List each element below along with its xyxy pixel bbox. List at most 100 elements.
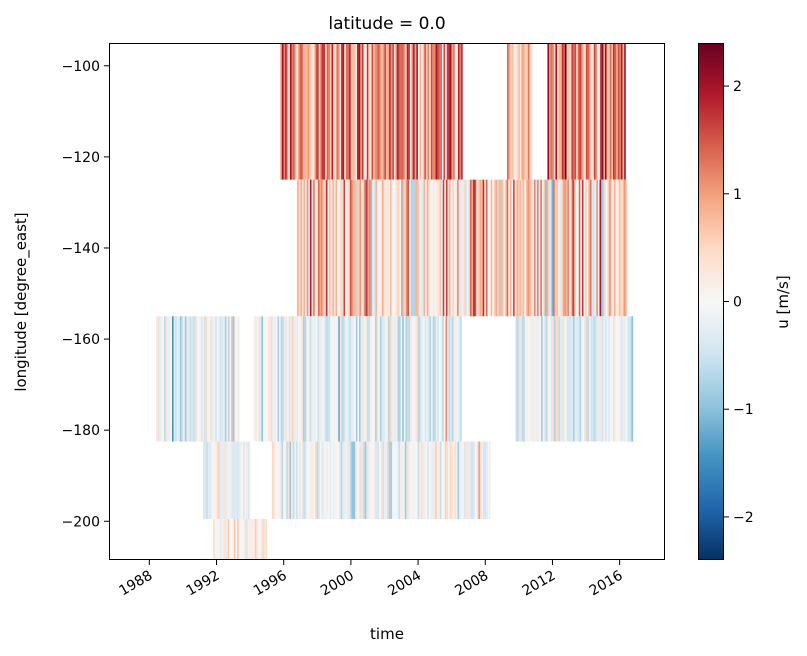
heatmap-cell: [345, 179, 347, 317]
heatmap-cell: [411, 316, 414, 442]
heatmap-cell: [369, 441, 372, 520]
heatmap-cell: [417, 441, 420, 520]
heatmap-cell: [319, 179, 322, 317]
heatmap-cell: [283, 441, 285, 520]
heatmap-cell: [511, 179, 514, 317]
heatmap-cell: [448, 316, 451, 442]
x-tick-label: 2000: [318, 568, 357, 600]
heatmap-cell: [390, 441, 392, 520]
heatmap-cell: [555, 316, 558, 442]
heatmap-cell: [311, 441, 314, 520]
heatmap-cell: [453, 43, 455, 180]
heatmap-cell: [391, 179, 394, 317]
heatmap-cell: [295, 316, 297, 442]
heatmap-cell: [315, 316, 318, 442]
heatmap-cell: [576, 316, 578, 442]
heatmap-cell: [329, 43, 332, 180]
heatmap-cell: [307, 316, 310, 442]
heatmap-cell: [338, 316, 340, 442]
heatmap-cell: [257, 519, 260, 560]
heatmap-cell: [450, 316, 452, 442]
colorbar-tick-label: −1: [733, 402, 754, 418]
heatmap-cell: [448, 43, 450, 180]
heatmap-cell: [581, 316, 583, 442]
colorbar: [698, 43, 724, 560]
heatmap-cell: [460, 441, 463, 520]
heatmap-cell: [471, 179, 474, 317]
heatmap-cell: [299, 316, 302, 442]
plot-area-frame: [109, 43, 665, 560]
heatmap-cell: [383, 179, 386, 317]
heatmap-cell: [387, 441, 389, 520]
heatmap-cell: [309, 43, 311, 180]
heatmap-cell: [621, 316, 623, 442]
heatmap-cell: [358, 441, 360, 520]
heatmap-cell: [554, 179, 557, 317]
heatmap-cell: [157, 316, 160, 442]
heatmap-cell: [589, 43, 591, 180]
heatmap-cell: [259, 316, 262, 442]
heatmap-cell: [236, 441, 239, 520]
heatmap-cell: [403, 43, 406, 180]
heatmap-cell: [431, 441, 434, 520]
heatmap-cell: [427, 43, 430, 180]
heatmap-cell: [543, 179, 546, 317]
heatmap-cell: [342, 43, 345, 180]
heatmap-cell: [555, 43, 558, 180]
heatmap-cell: [441, 441, 444, 520]
heatmap-cell: [386, 179, 389, 317]
heatmap-cell: [416, 43, 418, 180]
heatmap-cell: [445, 43, 447, 180]
heatmap-cell: [471, 441, 474, 520]
heatmap-cell: [434, 316, 436, 442]
heatmap-cell: [392, 316, 395, 442]
heatmap-cell: [597, 43, 599, 180]
heatmap-cell: [590, 316, 593, 442]
heatmap-cell: [208, 316, 211, 442]
heatmap-cell: [585, 316, 588, 442]
heatmap-cell: [514, 179, 517, 317]
heatmap-cell: [449, 43, 452, 180]
heatmap-cell: [453, 316, 456, 442]
heatmap-cell: [238, 519, 241, 560]
heatmap-cell: [465, 179, 467, 317]
heatmap-cell: [552, 43, 554, 180]
heatmap-cell: [263, 316, 265, 442]
heatmap-cell: [451, 43, 454, 180]
heatmap-cell: [557, 316, 559, 442]
heatmap-cell: [323, 43, 326, 180]
heatmap-cell: [630, 316, 633, 442]
heatmap-cell: [360, 316, 363, 442]
heatmap-cell: [417, 43, 420, 180]
heatmap-cell: [523, 316, 526, 442]
heatmap-cell: [351, 441, 354, 520]
heatmap-cell: [204, 441, 207, 520]
heatmap-cell: [454, 43, 457, 180]
heatmap-cell: [315, 441, 317, 520]
heatmap-cell: [382, 441, 384, 520]
heatmap-cell: [231, 316, 233, 442]
heatmap-cell: [232, 316, 235, 442]
heatmap-cell: [380, 179, 382, 317]
heatmap-cell: [396, 441, 399, 520]
heatmap-cell: [349, 179, 352, 317]
heatmap-cell: [429, 316, 432, 442]
heatmap-cell: [371, 43, 374, 180]
heatmap-cell: [410, 179, 413, 317]
heatmap-cell: [387, 43, 390, 180]
heatmap-cell: [607, 179, 610, 317]
heatmap-cell: [249, 441, 251, 520]
heatmap-cell: [314, 179, 317, 317]
heatmap-cell: [332, 179, 334, 317]
heatmap-cell: [297, 441, 300, 520]
heatmap-cell: [218, 316, 221, 442]
heatmap-cell: [202, 316, 205, 442]
heatmap-cell: [452, 441, 455, 520]
heatmap-cell: [170, 316, 173, 442]
heatmap-cell: [222, 519, 225, 560]
heatmap-cell: [219, 441, 221, 520]
heatmap-cell: [364, 179, 366, 317]
heatmap-cell: [407, 179, 410, 317]
heatmap-cell: [440, 43, 442, 180]
heatmap-cell: [549, 316, 551, 442]
